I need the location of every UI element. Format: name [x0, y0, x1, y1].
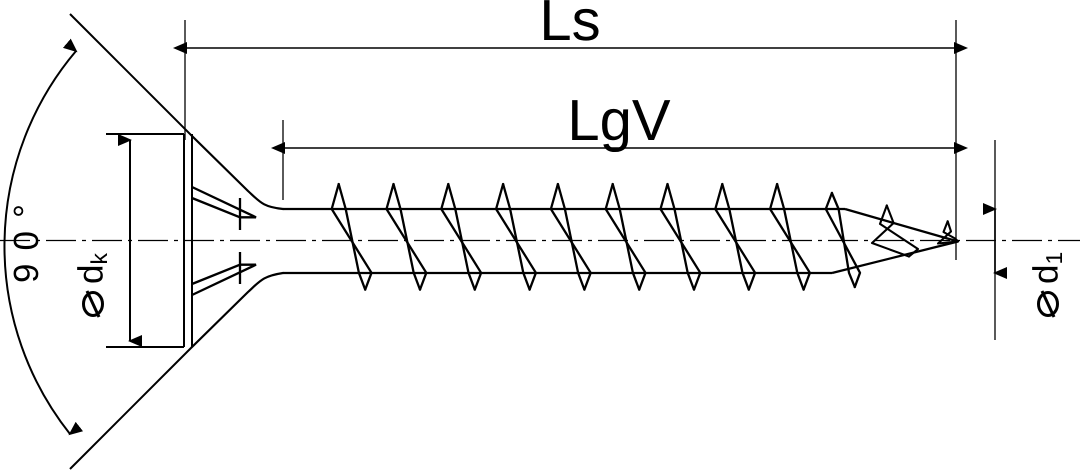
svg-text:90°: 90°	[7, 191, 46, 283]
svg-text:LgV: LgV	[567, 88, 671, 153]
svg-text:Ls: Ls	[539, 0, 600, 53]
svg-text:d1: d1	[1026, 252, 1067, 284]
svg-text:dk: dk	[71, 253, 112, 284]
